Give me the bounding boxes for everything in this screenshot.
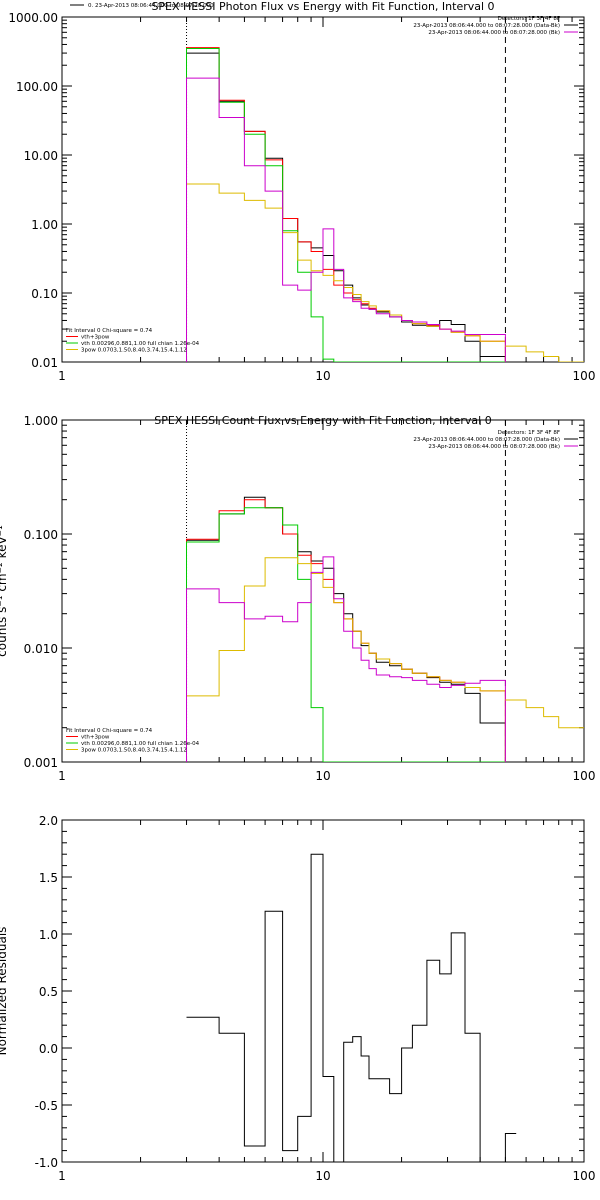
legend-left-text: vth+3pow: [81, 335, 110, 341]
legend-left-text: Fit Interval 0 Chi-square = 0.74: [66, 328, 153, 334]
x-tick-label: 10: [315, 369, 330, 383]
legend-left-text: 3pow 0.0703,1.50,8.40,3.74,15.4,1.12: [81, 348, 187, 354]
y-axis-label: Normalized Residuals: [0, 927, 9, 1056]
legend-right-text: 23-Apr-2013 08:06:44.000 to 08:07:28.000…: [428, 30, 560, 36]
legend-right-text: 23-Apr-2013 08:06:44.000 to 08:07:28.000…: [413, 437, 560, 443]
y-tick-label: 1.0: [39, 928, 58, 942]
series-group: [186, 47, 584, 362]
series-0-line: [186, 52, 506, 362]
y-tick-label: 0.100: [24, 528, 58, 542]
series-0-line: [186, 496, 506, 762]
y-tick-label: -0.5: [35, 1099, 58, 1113]
count-flux-panel: SPEX HESSI Count Flux vs Energy with Fit…: [0, 414, 595, 783]
legend-right-text: Detectors: 1F 3F 4F 8F: [498, 430, 560, 436]
y-tick-label: 0.001: [24, 756, 58, 770]
y-tick-label: 0.0: [39, 1042, 58, 1056]
series-0-line: [186, 853, 517, 1162]
chart-title: SPEX HESSI Photon Flux vs Energy with Fi…: [151, 0, 494, 13]
x-tick-label: 100: [573, 1169, 596, 1183]
y-tick-label: 1.5: [39, 871, 58, 885]
legend-left-text: vth+3pow: [81, 735, 110, 741]
residuals-panel: 2.01.51.00.50.0-0.5-1.01 10 100Normalized …: [0, 3, 595, 1183]
y-tick-label: 0.5: [39, 985, 58, 999]
legend-left-text: 3pow 0.0703,1.50,8.40,3.74,15.4,1.12: [81, 748, 187, 754]
y-tick-label: 0.01: [31, 356, 58, 370]
legend-left-text: vth 0.00296,0.881,1.00 full chian 1.26e-…: [81, 741, 200, 747]
y-tick-label: 1.00: [31, 218, 58, 232]
series-4-line: [186, 77, 506, 362]
y-axis-label: counts s⁻¹ cm⁻² keV⁻¹: [0, 525, 9, 657]
legend-left-text: vth 0.00296,0.881,1.00 full chian 1.26e-…: [81, 341, 200, 347]
x-tick-label: 1: [58, 369, 66, 383]
legend-left-text: 0. 23-Apr-2013 08:06:44.000 to 08:07:28.…: [88, 3, 214, 9]
x-tick-label: 100: [573, 769, 596, 783]
series-3-line: [186, 183, 506, 362]
series-2-line: [186, 48, 506, 362]
series-4-line: [186, 556, 506, 762]
y-tick-label: 0.10: [31, 287, 58, 301]
series-extension-line: [505, 699, 584, 729]
series-3-line: [186, 557, 506, 762]
y-tick-label: 100.00: [16, 80, 58, 94]
y-tick-label: 1000.00: [8, 11, 58, 25]
y-tick-label: -1.0: [35, 1156, 58, 1170]
series-extension-line: [505, 345, 584, 362]
y-tick-label: 2.0: [39, 814, 58, 828]
legend-right-text: 23-Apr-2013 08:06:44.000 to 08:07:28.000…: [413, 23, 560, 29]
x-tick-label: 100: [573, 369, 596, 383]
legend-right-text: Detectors: 1F 3F 4F 8F: [498, 16, 560, 22]
series-group: [186, 496, 584, 762]
y-tick-label: 0.010: [24, 642, 58, 656]
photon-flux-panel: SPEX HESSI Photon Flux vs Energy with Fi…: [8, 0, 595, 383]
y-tick-label: 1.000: [24, 414, 58, 428]
x-tick-label: 1: [58, 1169, 66, 1183]
series-1-line: [186, 47, 506, 362]
x-tick-label: 10: [315, 769, 330, 783]
series-2-line: [186, 507, 506, 762]
legend-right-text: 23-Apr-2013 08:06:44.000 to 08:07:28.000…: [428, 444, 560, 450]
legend-left-text: Fit Interval 0 Chi-square = 0.74: [66, 728, 153, 734]
x-tick-label: 1: [58, 769, 66, 783]
series-group: [186, 853, 517, 1162]
y-tick-label: 10.00: [24, 149, 58, 163]
x-tick-label: 10: [315, 1169, 330, 1183]
